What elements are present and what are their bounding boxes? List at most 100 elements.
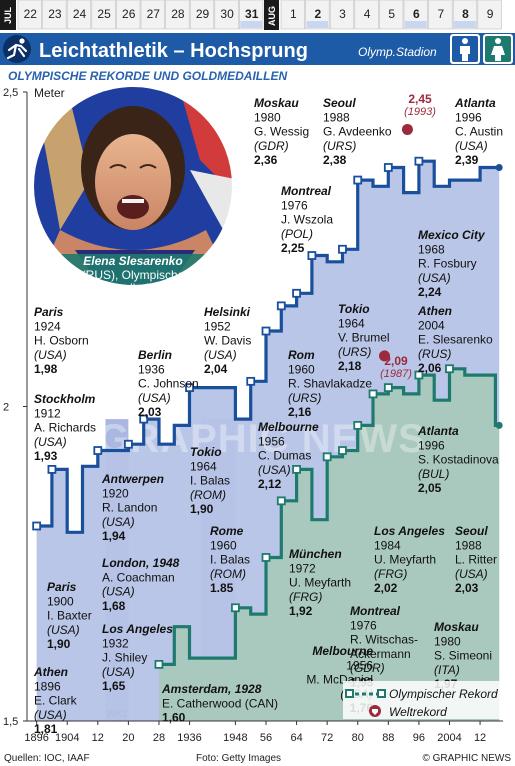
- men-record-point-1968: [307, 251, 317, 260]
- annotation-mark: 1,93: [34, 449, 58, 463]
- annotation-mark: 1,81: [34, 722, 58, 736]
- calendar-day-jul-30: 30: [214, 0, 239, 30]
- women-record-point-1988: [383, 383, 393, 393]
- annotation-name: R. Landon: [102, 501, 157, 515]
- annotation-year: 1912: [34, 406, 61, 420]
- calendar-day-cell: [91, 0, 116, 30]
- annotation-city: Amsterdam, 1928: [161, 682, 262, 696]
- annotation-year: 1920: [102, 486, 129, 500]
- calendar-day-event-bar: [454, 21, 476, 28]
- calendar-day-label: 4: [364, 7, 371, 21]
- annotation-year: 1932: [102, 636, 129, 650]
- calendar-day-jul-28: 28: [165, 0, 190, 30]
- annotation-name: C. Austin: [455, 125, 503, 139]
- women-record-point-1980: [353, 420, 363, 430]
- men-record-point-1912: [93, 446, 103, 455]
- annotation-nation: (USA): [258, 463, 291, 477]
- annotation-nation: (USA): [34, 348, 67, 362]
- annotation-city: Seoul: [323, 96, 356, 110]
- calendar-day-cell: [428, 0, 453, 30]
- olympic-calendar-strip: JUL 22 23 24 25 26 27 28 29 30 31 AUG 1 2 3 4 5 6 7 8 9: [0, 0, 515, 30]
- calendar-day-label: 22: [24, 7, 38, 21]
- annotation-name: G. Wessig: [254, 125, 309, 139]
- men-record-point-1956: [261, 326, 271, 336]
- athletics-pictogram-icon: [3, 35, 31, 63]
- annotation-year: 1988: [455, 538, 482, 552]
- annotation-city: Rome: [210, 524, 244, 538]
- annotation-city: Rom: [288, 348, 315, 362]
- y-axis-label: Meter: [34, 86, 65, 100]
- annotation-year: 1924: [34, 319, 61, 333]
- men-record-point-1976: [338, 244, 347, 254]
- calendar-day-label: 24: [73, 7, 87, 21]
- annotation-nation: (RUS): [418, 347, 451, 361]
- world-record-value: 2,09: [384, 354, 408, 368]
- calendar-month-jul-label: JUL: [3, 6, 13, 24]
- women-record-point-1964: [292, 464, 301, 474]
- annotation-mark: 1,94: [102, 529, 126, 543]
- annotation-city: Paris: [34, 305, 64, 319]
- annotation-name: A. Richards: [34, 421, 96, 435]
- athlete-photo: Elena Slesarenko (RUS), Olympische Rekor…: [32, 85, 234, 295]
- calendar-day-jul-23: 23: [42, 0, 67, 30]
- women-record-point-1948: [231, 603, 240, 613]
- annotation-name: C. Dumas: [258, 449, 311, 463]
- calendar-month-jul: [0, 0, 16, 30]
- annotation-mark: 2,12: [258, 477, 282, 491]
- annotation-city: Los Angeles: [374, 524, 445, 538]
- calendar-day-label: 30: [220, 7, 234, 21]
- calendar-day-label: 1: [290, 7, 297, 21]
- world-record-year: (1993): [404, 106, 436, 118]
- calendar-day-label: 29: [196, 7, 210, 21]
- annotation-nation: (URS): [288, 391, 321, 405]
- annotation-name: A. Coachman: [102, 570, 175, 584]
- calendar-day-label: 6: [413, 7, 420, 21]
- women-line-end: [495, 421, 503, 429]
- annotation-city: Melbourne: [258, 420, 319, 434]
- x-tick-label: 72: [321, 732, 333, 744]
- world-record-year: (1987): [380, 368, 412, 380]
- women-icon: [483, 34, 513, 64]
- legend-world-record: Weltrekord: [389, 705, 447, 719]
- annotation-mark: 1,65: [102, 679, 126, 693]
- annotation-name: J. Wszola: [281, 213, 333, 227]
- men-record-point-1896: [32, 521, 42, 531]
- calendar-day-cell: [214, 0, 239, 30]
- calendar-day-jul-27: 27: [140, 0, 165, 30]
- calendar-day-event-bar: [405, 21, 427, 28]
- annotation-nation: (USA): [138, 391, 171, 405]
- annotation-nation: (FRG): [374, 567, 407, 581]
- x-tick-label: 1936: [177, 732, 201, 744]
- annotation-year: 1960: [210, 538, 237, 552]
- y-tick-label: 2: [3, 402, 9, 414]
- annotation-year: 1976: [281, 198, 308, 212]
- calendar-day-cell: [165, 0, 190, 30]
- annotation-city: Paris: [47, 580, 77, 594]
- calendar-day-aug-9: 9: [477, 0, 502, 30]
- series-areas: [36, 161, 500, 721]
- annotation-mark: 2,03: [455, 581, 479, 595]
- calendar-day-cell: [116, 0, 141, 30]
- annotation-mark: 1,90: [47, 637, 71, 651]
- x-tick-label: 1904: [55, 732, 79, 744]
- plot-area: WK1WK2 GRAPHIC NEWS 2,521,5Meter18961904…: [3, 86, 503, 744]
- annotation-year: 1900: [47, 594, 74, 608]
- axes: 2,5 2 1,5 Meter 1896 1904 12 20 28 1936 1948 56 64 72…: [3, 86, 503, 744]
- annotation-nation: (USA): [455, 139, 488, 153]
- calendar-day-cell: [17, 0, 42, 30]
- men-record-point-1980: [353, 175, 363, 185]
- x-tick-label: 96: [413, 732, 425, 744]
- annotation-name: E. Clark: [34, 694, 78, 708]
- annotation-name: S. Kostadinova: [418, 453, 499, 467]
- annotation-nation: (USA): [102, 585, 135, 599]
- calendar-day-cell: [66, 0, 92, 30]
- annotation-city: Athen: [417, 304, 452, 318]
- annotation-mark: 2,39: [455, 153, 479, 167]
- annotation-nation: (USA): [47, 623, 80, 637]
